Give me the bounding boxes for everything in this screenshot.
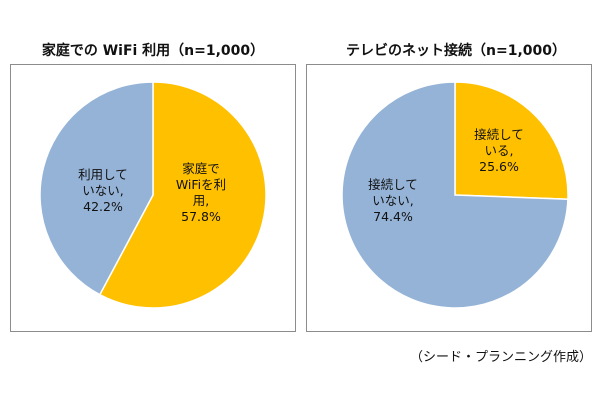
chart-title-home-wifi: 家庭での WiFi 利用（n=1,000） [41, 43, 265, 59]
source-caption: （シード・プランニング作成） [409, 350, 592, 365]
pie-slice-tv-connected [454, 81, 569, 201]
slice-label-wifi-no-use: 利用して いない, 42.2% [78, 167, 128, 214]
slice-label-tv-not-connected: 接続して いない, 74.4% [368, 177, 418, 224]
pie-chart-tv-net [341, 81, 569, 309]
chart-panel-tv-net: 接続して いる, 25.6% 接続して いない, 74.4% [306, 64, 592, 332]
chart-title-tv-net: テレビのネット接続（n=1,000） [346, 43, 566, 59]
slice-label-tv-connected: 接続して いる, 25.6% [474, 127, 524, 174]
pie-chart-home-wifi [39, 81, 267, 309]
chart-panel-home-wifi: 家庭で WiFiを利 用, 57.8% 利用して いない, 42.2% [10, 64, 296, 332]
pie-slice-wifi-use [98, 81, 267, 309]
slice-label-wifi-use: 家庭で WiFiを利 用, 57.8% [175, 161, 227, 224]
pie-slice-tv-not-connected [341, 81, 569, 309]
pie-slice-wifi-no-use [39, 81, 154, 296]
